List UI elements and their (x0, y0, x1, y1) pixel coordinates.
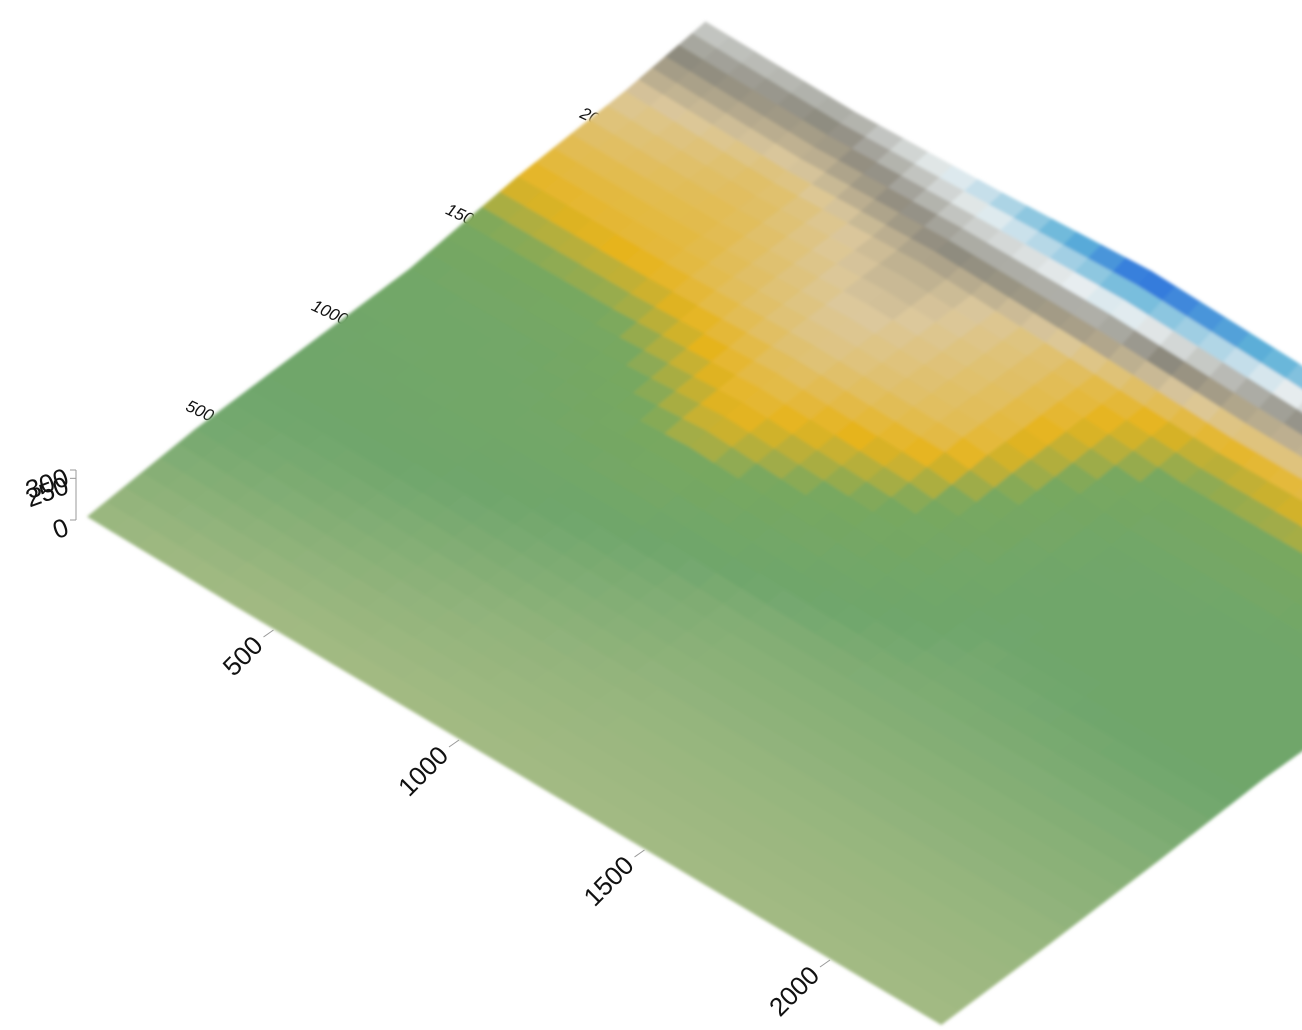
surface-patch (895, 625, 1154, 797)
surface-patch (409, 176, 668, 357)
x-tick-label: 2000 (763, 960, 825, 1022)
surface-patch (598, 430, 857, 621)
surface-patch (746, 527, 1005, 709)
surface-patch (623, 21, 855, 184)
surface-patch (194, 348, 453, 522)
surface (86, 21, 1302, 1026)
surface-patch (664, 182, 923, 348)
x-tick (263, 629, 274, 638)
x-tick (819, 959, 831, 968)
x-tick-label: 1000 (392, 740, 454, 802)
surface-patch (1110, 452, 1302, 637)
x-tick (634, 849, 645, 858)
surface-patch (1043, 711, 1265, 863)
surface-patch (301, 268, 560, 437)
surface-patch (813, 263, 1072, 439)
x-tick-label: 500 (217, 630, 269, 682)
surface-patch (828, 877, 1050, 1026)
surface-patch (491, 526, 750, 703)
surface-patch (557, 262, 816, 433)
surface-patch (86, 428, 345, 608)
surface-patch (1002, 544, 1261, 714)
surface-patch (1217, 363, 1302, 502)
x-tick (448, 739, 460, 748)
surface-patch (1069, 270, 1301, 455)
surface-patch (787, 707, 1046, 879)
surface-patch (920, 192, 1152, 360)
surface-patch (772, 111, 1004, 266)
surface-patch (532, 701, 791, 872)
z-tick-label: 0 (49, 512, 73, 545)
surface-patch (450, 354, 709, 528)
surface-patch (383, 611, 642, 784)
surface-patch (639, 619, 898, 791)
surface-patch (854, 436, 1113, 627)
surface-patch (680, 789, 939, 960)
surface-patch (705, 345, 964, 529)
surface-patch (936, 795, 1158, 945)
surface-patch (961, 358, 1220, 547)
surface-patch (342, 434, 601, 614)
x-tick-label: 1500 (577, 850, 639, 912)
